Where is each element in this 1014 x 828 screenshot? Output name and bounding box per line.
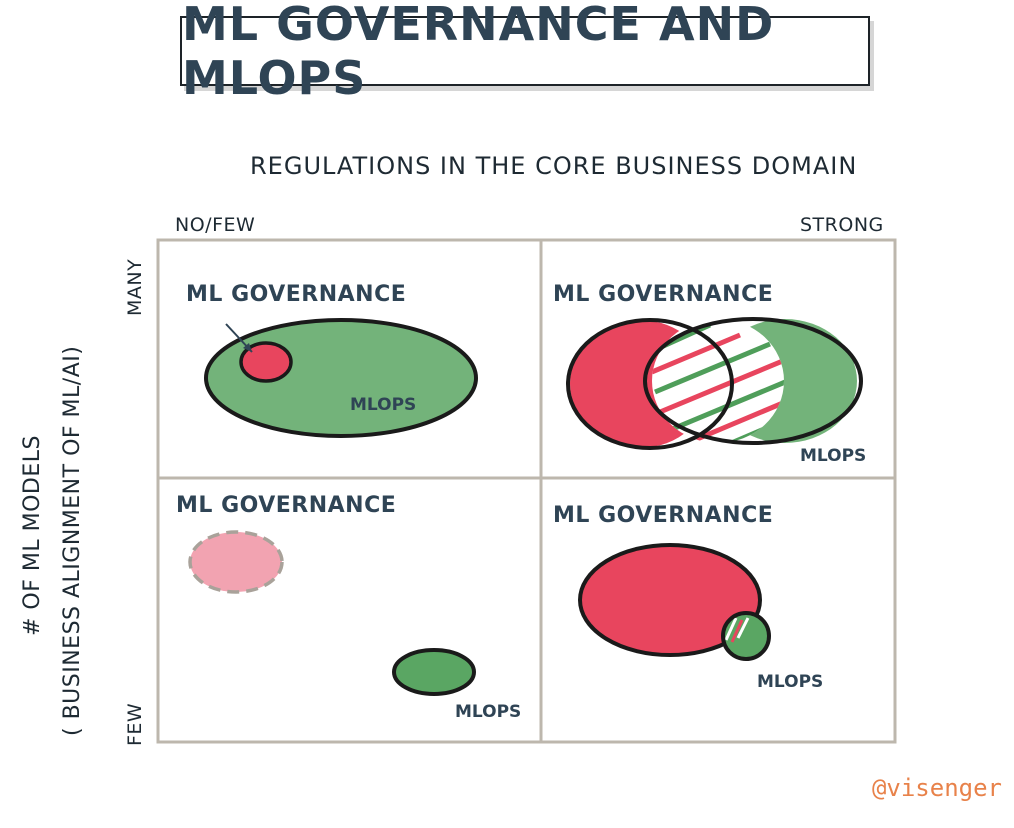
bottom-right-mlops-circle <box>721 611 771 661</box>
watermark: @visenger <box>871 774 1002 802</box>
top-left-shapes <box>204 318 478 438</box>
bottom-left-mlops-label: MLOPS <box>455 702 522 722</box>
top-left-governance-label: ML GOVERNANCE <box>186 282 407 307</box>
bottom-right-governance-label: ML GOVERNANCE <box>553 503 774 528</box>
top-right-governance-ellipse <box>566 318 734 450</box>
bottom-left-governance-ellipse <box>188 530 284 594</box>
title-box: ML GOVERNANCE AND MLOPS <box>180 0 870 105</box>
bottom-left-shapes <box>188 530 476 696</box>
quadrant-grid <box>156 238 897 744</box>
top-left-pointer-arrowhead <box>243 343 252 352</box>
top-right-mlops-ellipse <box>643 317 863 445</box>
bottom-right-governance-ellipse <box>578 543 762 657</box>
top-left-governance-ellipse <box>239 341 293 383</box>
top-left-mlops-label: MLOPS <box>350 395 417 415</box>
x-axis-label: REGULATIONS IN THE CORE BUSINESS DOMAIN <box>250 152 858 180</box>
bottom-left-governance-label: ML GOVERNANCE <box>176 493 397 518</box>
bottom-right-shapes <box>578 543 771 661</box>
top-right-governance-label: ML GOVERNANCE <box>553 282 774 307</box>
bottom-left-mlops-ellipse <box>392 648 476 696</box>
grid-border <box>156 238 897 744</box>
bottom-right-overlap-hatch <box>724 617 750 643</box>
top-right-mlops-label: MLOPS <box>800 446 867 466</box>
bottom-right-mlops-label: MLOPS <box>757 672 824 692</box>
page-title: ML GOVERNANCE AND MLOPS <box>182 0 775 105</box>
top-right-shapes <box>566 317 863 450</box>
top-left-mlops-ellipse <box>204 318 478 438</box>
x-axis-high-label: STRONG <box>800 214 884 236</box>
x-axis-low-label: NO/FEW <box>175 214 256 236</box>
